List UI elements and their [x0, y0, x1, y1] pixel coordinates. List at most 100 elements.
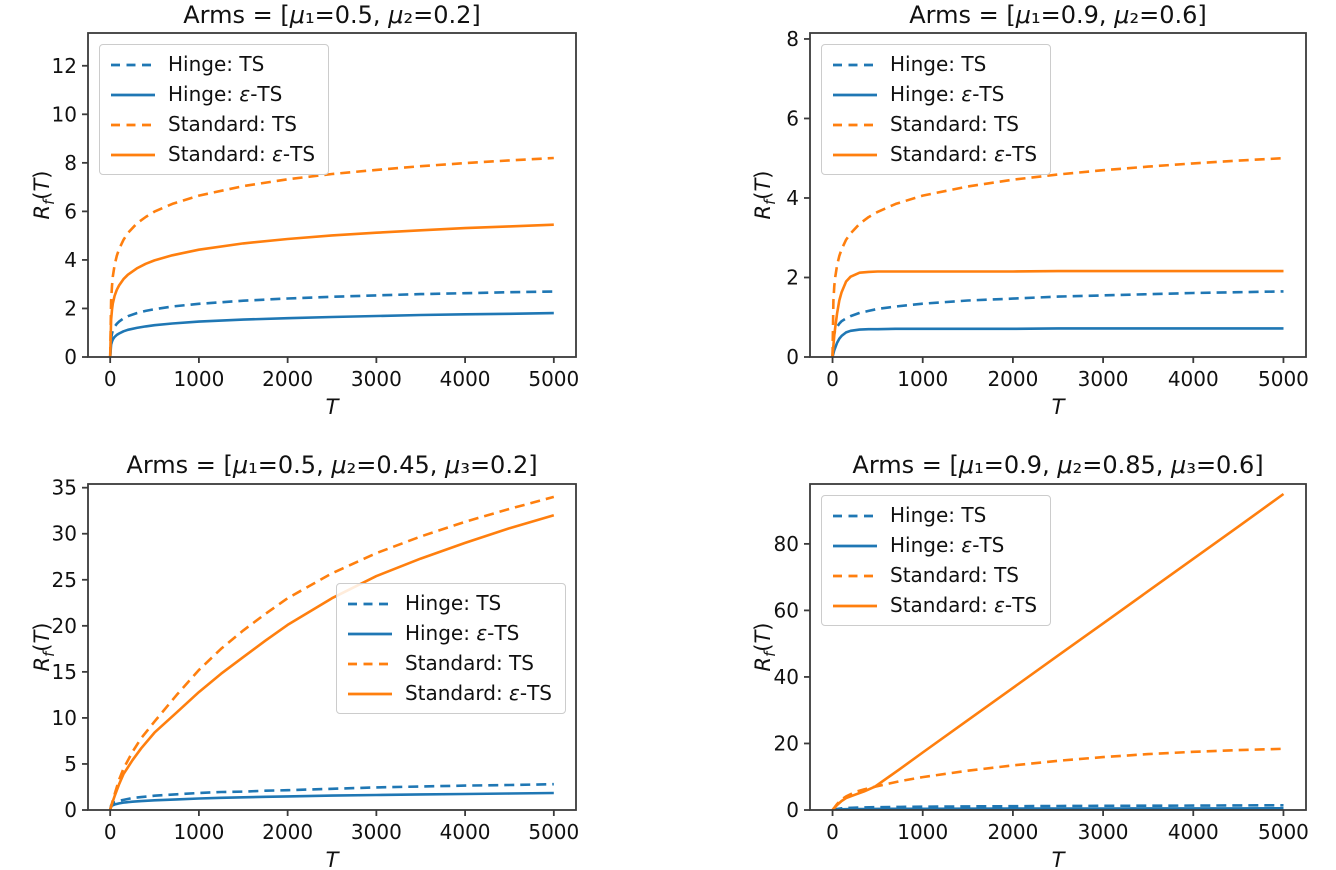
legend-label: Standard: ε-TS	[890, 593, 1038, 617]
line-hinge-ts	[108, 311, 554, 357]
legend-label: Standard: TS	[404, 651, 534, 675]
legend-label: Standard: TS	[890, 563, 1019, 587]
x-tick-label: 4000	[440, 820, 491, 844]
legend-label: Standard: ε-TS	[890, 142, 1038, 166]
legend: Hinge: TS Hinge: ε-TS Standard: TS Standard…	[335, 583, 566, 714]
legend-item: Standard: TS	[347, 651, 552, 676]
legend-item: Standard: ε-TS	[347, 681, 552, 706]
y-tick-label: 0	[786, 798, 799, 822]
axes-spines	[809, 32, 1307, 358]
legend-label: Standard: TS	[890, 112, 1019, 136]
legend-item: Standard: ε-TS	[833, 142, 1037, 167]
legend-line-sample	[833, 544, 877, 547]
y-tick-label: 10	[52, 706, 77, 730]
legend-item: Hinge: ε-TS	[833, 533, 1037, 558]
y-tick-label: 10	[52, 102, 77, 126]
line-hinge-ts	[108, 290, 554, 357]
y-axis-label: Rf(T)	[30, 622, 59, 672]
y-tick-label: 0	[786, 345, 799, 369]
legend-item: Hinge: TS	[833, 52, 1037, 77]
legend-label: Hinge: ε-TS	[168, 82, 283, 106]
x-tick-label: 5000	[528, 367, 579, 391]
legend-line-sample	[347, 692, 392, 695]
legend-line-sample	[833, 93, 877, 96]
legend-line-sample	[347, 632, 392, 635]
y-tick-label: 2	[786, 265, 799, 289]
line-standard-ts	[108, 514, 555, 810]
legend-label: Hinge: TS	[404, 591, 502, 615]
x-tick-label: 3000	[351, 820, 402, 844]
y-tick-label: 8	[64, 151, 77, 175]
legend: Hinge: TS Hinge: ε-TS Standard: TS Standard…	[821, 495, 1052, 626]
legend-label: Hinge: TS	[168, 52, 265, 76]
legend-line-sample	[833, 574, 877, 577]
legend-line-sample	[833, 153, 877, 156]
x-tick-label: 3000	[1078, 820, 1129, 844]
line-standard-ts	[108, 156, 554, 357]
legend-label: Hinge: TS	[890, 52, 987, 76]
legend: Hinge: TS Hinge: ε-TS Standard: TS Standard…	[99, 44, 330, 175]
legend-item: Standard: TS	[833, 112, 1037, 137]
subplot-top-right: 0 1000 2000 3000 4000 5000 0 2 4 6 8	[786, 27, 1309, 391]
legend-line-sample	[111, 93, 155, 96]
legend-label: Hinge: ε-TS	[890, 533, 1005, 557]
x-tick-label: 3000	[351, 367, 402, 391]
x-axis-label: T	[325, 395, 339, 419]
y-tick-label: 80	[774, 532, 799, 556]
line-hinge-ts	[831, 290, 1284, 357]
chart-title: Arms = [μ₁=0.5, μ₂=0.45, μ₃=0.2]	[126, 451, 538, 479]
y-tick-label: 30	[52, 522, 77, 546]
x-tick-label: 0	[104, 820, 117, 844]
legend-item: Hinge: TS	[111, 52, 315, 77]
chart-title: Arms = [μ₁=0.9, μ₂=0.85, μ₃=0.6]	[852, 451, 1264, 479]
y-tick-label: 35	[52, 476, 77, 500]
line-standard-ts	[108, 223, 554, 357]
y-axis-label: Rf(T)	[751, 622, 780, 672]
chart-title: Arms = [μ₁=0.9, μ₂=0.6]	[909, 1, 1207, 29]
x-tick-label: 2000	[987, 367, 1038, 391]
axes-spines	[87, 483, 577, 811]
legend-item: Standard: TS	[111, 112, 315, 137]
legend-item: Hinge: ε-TS	[111, 82, 315, 107]
legend-item: Hinge: ε-TS	[347, 621, 552, 646]
y-tick-label: 20	[52, 614, 77, 638]
x-tick-label: 1000	[897, 367, 948, 391]
legend-line-sample	[833, 123, 877, 126]
line-standard-ts	[831, 269, 1284, 357]
legend-item: Hinge: TS	[347, 591, 552, 616]
line-hinge-ts	[831, 327, 1284, 357]
legend-line-sample	[111, 63, 155, 66]
x-axis-label: T	[325, 848, 339, 870]
legend-line-sample	[111, 123, 155, 126]
legend-line-sample	[833, 63, 877, 66]
line-hinge-ts	[108, 791, 554, 810]
y-tick-label: 6	[64, 199, 77, 223]
y-tick-label: 15	[52, 660, 77, 684]
y-tick-label: 0	[64, 798, 77, 822]
legend-item: Hinge: ε-TS	[833, 82, 1037, 107]
y-tick-label: 12	[52, 54, 77, 78]
y-tick-label: 6	[786, 106, 799, 130]
y-tick-label: 0	[64, 345, 77, 369]
x-tick-label: 0	[826, 367, 839, 391]
line-hinge-ts	[108, 782, 554, 810]
legend-line-sample	[347, 602, 392, 605]
x-tick-label: 1000	[173, 367, 224, 391]
legend-item: Hinge: TS	[833, 503, 1037, 528]
x-tick-label: 5000	[1258, 367, 1309, 391]
legend-item: Standard: ε-TS	[111, 142, 315, 167]
legend-label: Hinge: ε-TS	[890, 82, 1005, 106]
x-axis-label: T	[1051, 848, 1065, 870]
x-tick-label: 0	[104, 367, 117, 391]
legend-label: Standard: TS	[168, 112, 297, 136]
y-axis-label: Rf(T)	[751, 170, 780, 220]
legend-line-sample	[347, 662, 392, 665]
x-tick-label: 4000	[1168, 367, 1219, 391]
y-tick-label: 60	[774, 598, 799, 622]
legend: Hinge: TS Hinge: ε-TS Standard: TS Standard…	[821, 44, 1052, 175]
x-tick-label: 3000	[1078, 367, 1129, 391]
x-tick-label: 2000	[262, 367, 313, 391]
subplot-bottom-right: 0 1000 2000 3000 4000 5000 0 20 40 60 80	[774, 483, 1309, 844]
axes-spines	[87, 32, 577, 358]
line-standard-ts	[831, 492, 1285, 810]
